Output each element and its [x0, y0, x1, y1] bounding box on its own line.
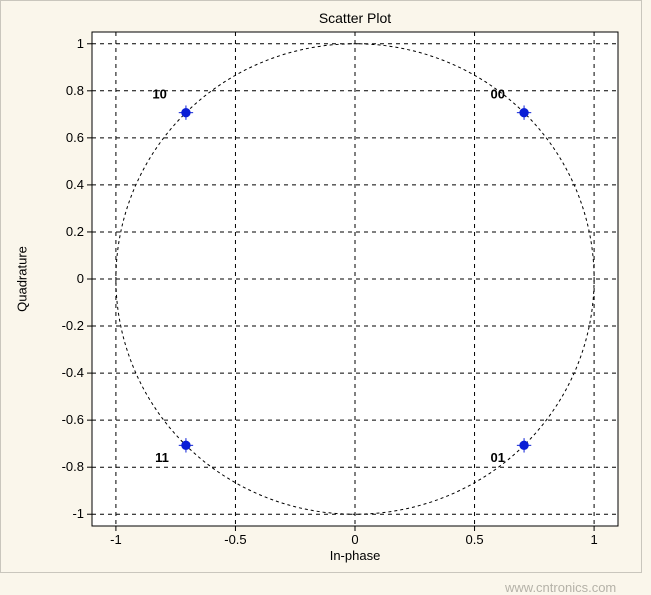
constellation-point	[520, 108, 528, 116]
x-tick-label: 1	[590, 532, 597, 547]
y-tick-label: -1	[72, 506, 84, 521]
y-tick-label: -0.8	[62, 459, 84, 474]
watermark-text: www.cntronics.com	[505, 580, 616, 595]
x-tick-label: -1	[110, 532, 122, 547]
constellation-point	[182, 441, 190, 449]
y-tick-label: 0.4	[66, 177, 84, 192]
point-label: 10	[152, 87, 166, 102]
y-axis-label: Quadrature	[15, 246, 30, 312]
point-label: 01	[491, 450, 505, 465]
point-label: 11	[155, 450, 169, 465]
y-tick-label: -0.6	[62, 412, 84, 427]
y-tick-label: -0.4	[62, 365, 84, 380]
figure-background: Scatter Plot -1-0.500.51-1-0.8-0.6-0.4-0…	[0, 0, 644, 575]
x-axis-label: In-phase	[92, 548, 618, 563]
y-tick-label: 0.2	[66, 224, 84, 239]
x-tick-label: 0	[351, 532, 358, 547]
y-tick-label: 1	[77, 36, 84, 51]
point-label: 00	[491, 87, 505, 102]
y-tick-label: -0.2	[62, 318, 84, 333]
y-tick-label: 0.8	[66, 83, 84, 98]
constellation-point	[182, 108, 190, 116]
plot-area: -1-0.500.51-1-0.8-0.6-0.4-0.200.20.40.60…	[92, 32, 618, 526]
x-tick-label: -0.5	[224, 532, 246, 547]
y-tick-label: 0	[77, 271, 84, 286]
constellation-point	[520, 441, 528, 449]
x-tick-label: 0.5	[466, 532, 484, 547]
y-tick-label: 0.6	[66, 130, 84, 145]
chart-svg: -1 -0.5 0 0.5 1 -1 -0.8 -0.6 -0.4 -0.2 0 0.2 0.4 0.6 0…	[52, 0, 651, 566]
